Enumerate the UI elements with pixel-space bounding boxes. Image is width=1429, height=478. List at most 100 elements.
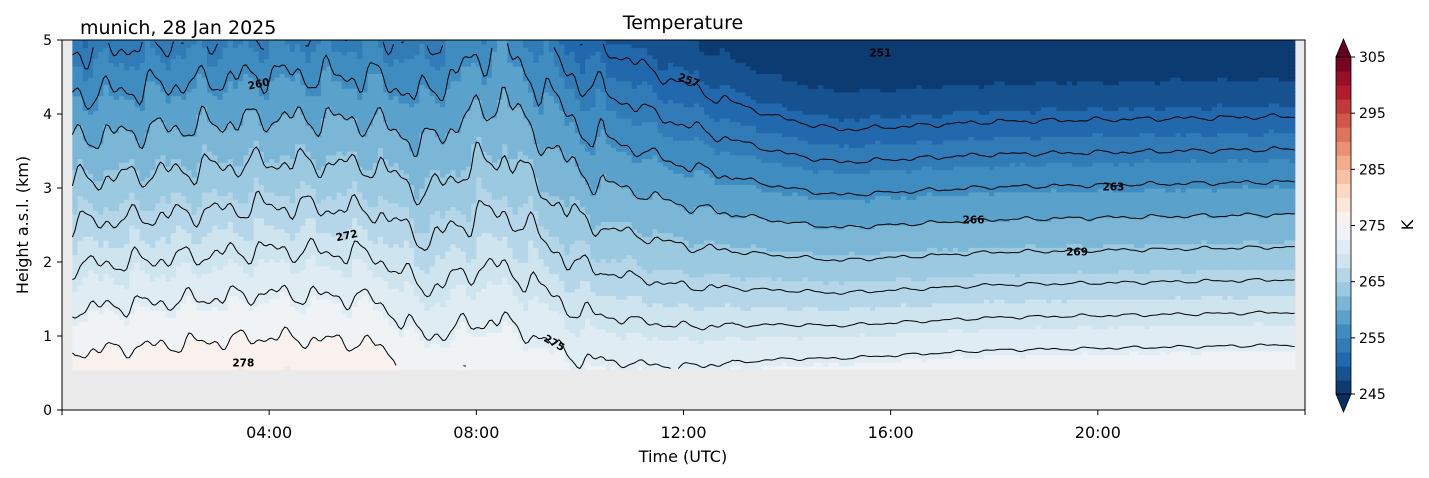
field-cell xyxy=(87,354,94,359)
field-cell xyxy=(98,258,105,263)
field-cell xyxy=(258,287,265,293)
field-cell xyxy=(87,262,94,267)
field-cell xyxy=(175,143,182,148)
field-cell xyxy=(263,162,270,167)
field-cell xyxy=(139,273,146,278)
field-cell xyxy=(98,276,105,282)
field-cell xyxy=(238,306,244,311)
field-cell xyxy=(108,236,115,241)
field-cell xyxy=(232,106,239,111)
field-cell xyxy=(238,158,244,163)
field-cell xyxy=(181,40,187,45)
field-cell xyxy=(196,184,203,189)
field-cell xyxy=(134,269,141,274)
field-cell xyxy=(212,247,219,252)
field-cell xyxy=(124,73,131,78)
field-cell xyxy=(72,302,79,308)
field-cell xyxy=(77,40,84,45)
field-cell xyxy=(207,184,213,189)
field-cell xyxy=(201,91,208,97)
field-cell xyxy=(87,169,94,174)
field-cell xyxy=(238,236,244,241)
field-cell xyxy=(222,40,229,45)
field-cell xyxy=(124,173,131,178)
field-cell xyxy=(124,162,131,167)
field-cell xyxy=(139,188,146,193)
field-cell xyxy=(160,299,167,304)
field-cell xyxy=(196,250,203,256)
field-cell xyxy=(155,173,162,178)
field-cell xyxy=(238,276,244,282)
field-cell xyxy=(93,302,99,308)
field-cell xyxy=(191,284,198,289)
field-cell xyxy=(212,195,219,200)
field-cell xyxy=(201,158,208,163)
field-cell xyxy=(269,317,276,322)
field-cell xyxy=(269,69,276,74)
field-cell xyxy=(98,365,105,370)
field-cell xyxy=(212,121,219,126)
field-cell xyxy=(144,206,151,211)
field-cell xyxy=(165,147,172,152)
field-cell xyxy=(227,125,234,130)
field-cell xyxy=(248,139,255,145)
field-cell xyxy=(165,295,172,300)
field-cell xyxy=(253,117,260,123)
field-cell xyxy=(160,232,167,237)
field-cell xyxy=(217,132,224,137)
field-cell xyxy=(253,169,260,174)
field-cell xyxy=(258,361,265,367)
field-cell xyxy=(139,147,146,152)
field-cell xyxy=(248,199,255,204)
field-cell xyxy=(87,254,94,259)
field-cell xyxy=(72,236,79,241)
field-cell xyxy=(113,158,120,163)
field-cell xyxy=(238,95,244,100)
field-cell xyxy=(253,262,260,267)
field-cell xyxy=(150,258,156,263)
field-cell xyxy=(144,176,151,182)
field-cell xyxy=(165,51,172,56)
field-cell xyxy=(113,254,120,259)
field-cell xyxy=(269,302,276,308)
field-cell xyxy=(196,147,203,152)
field-cell xyxy=(155,65,162,71)
field-cell xyxy=(144,62,151,67)
field-cell xyxy=(191,206,198,211)
field-cell xyxy=(72,350,79,356)
field-cell xyxy=(134,324,141,330)
field-cell xyxy=(222,332,229,337)
field-cell xyxy=(98,154,105,160)
field-cell xyxy=(186,262,193,267)
field-cell xyxy=(222,99,229,104)
field-cell xyxy=(175,310,182,315)
field-cell xyxy=(238,221,244,226)
field-cell xyxy=(217,347,224,352)
field-cell xyxy=(77,62,84,67)
field-cell xyxy=(217,221,224,226)
field-cell xyxy=(217,136,224,141)
field-cell xyxy=(238,339,244,345)
field-cell xyxy=(263,273,270,278)
field-cell xyxy=(72,365,79,370)
field-cell xyxy=(191,139,198,145)
field-cell xyxy=(134,295,141,300)
field-cell xyxy=(181,91,187,97)
field-cell xyxy=(155,91,162,97)
field-cell xyxy=(217,43,224,49)
field-cell xyxy=(212,43,219,49)
field-cell xyxy=(207,162,213,167)
field-cell xyxy=(263,217,270,222)
field-cell xyxy=(118,147,125,152)
field-cell xyxy=(238,176,244,182)
field-cell xyxy=(113,125,120,130)
field-cell xyxy=(175,339,182,345)
field-cell xyxy=(144,310,151,315)
field-cell xyxy=(144,121,151,126)
field-cell xyxy=(144,358,151,363)
field-cell xyxy=(139,280,146,285)
field-cell xyxy=(82,243,89,248)
field-cell xyxy=(227,313,234,319)
field-cell xyxy=(87,132,94,137)
field-cell xyxy=(196,317,203,322)
